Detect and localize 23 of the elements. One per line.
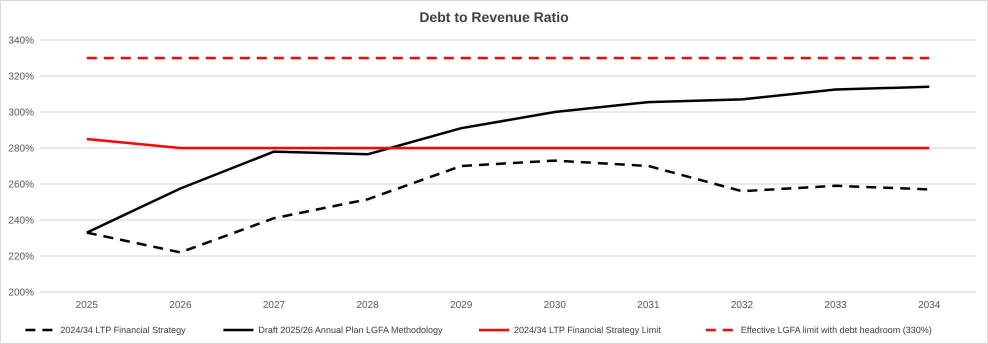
y-tick-label: 200% — [8, 288, 34, 298]
legend-label: 2024/34 LTP Financial Strategy Limit — [514, 325, 662, 336]
chart-title: Debt to Revenue Ratio — [419, 9, 569, 25]
y-tick-label: 260% — [8, 180, 34, 190]
y-tick-label: 240% — [8, 216, 34, 226]
x-tick-label: 2028 — [356, 300, 380, 311]
x-tick-label: 2025 — [76, 300, 98, 311]
y-tick-label: 280% — [8, 144, 34, 154]
x-tick-label: 2029 — [450, 300, 473, 311]
x-tick-label: 2031 — [637, 300, 660, 311]
y-tick-label: 340% — [8, 36, 34, 46]
x-tick-label: 2032 — [730, 300, 754, 311]
x-tick-label: 2030 — [544, 300, 566, 311]
legend-label: Draft 2025/26 Annual Plan LGFA Methodology — [258, 325, 444, 336]
legend-label: Effective LGFA limit with debt headroom (330%) — [740, 325, 932, 336]
y-tick-label: 300% — [8, 108, 34, 118]
x-tick-label: 2033 — [824, 300, 848, 311]
x-tick-label: 2027 — [262, 300, 286, 311]
y-tick-label: 320% — [8, 72, 34, 82]
x-tick-label: 2034 — [918, 300, 941, 311]
legend-label: 2024/34 LTP Financial Strategy — [60, 325, 186, 336]
y-tick-label: 220% — [8, 252, 34, 262]
x-tick-label: 2026 — [169, 300, 192, 311]
